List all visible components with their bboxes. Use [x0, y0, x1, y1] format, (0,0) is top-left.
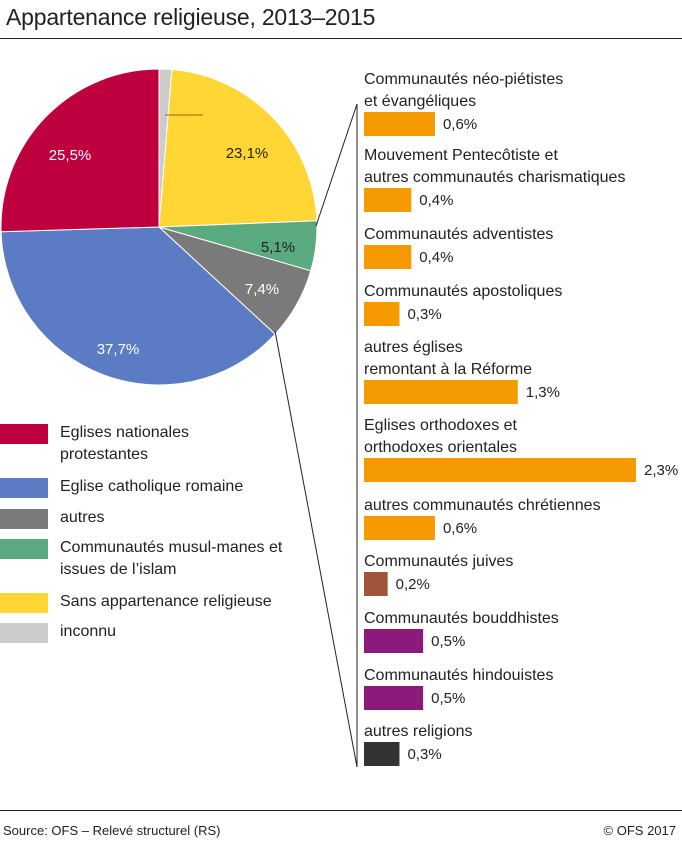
legend-swatch: [0, 424, 48, 444]
bar-category-label: remontant à la Réforme: [364, 361, 532, 378]
bar-value-label: 0,3%: [407, 306, 441, 323]
bar-value-label: 0,6%: [443, 520, 477, 537]
bar-category-label: autres communautés charismatiques: [364, 169, 625, 186]
legend-item-sans: Sans appartenance religieuse: [0, 593, 320, 613]
bar: [364, 629, 424, 653]
pie-slice: [0, 226, 276, 386]
bar: [364, 686, 424, 710]
bar-category-label: Communautés bouddhistes: [364, 610, 559, 627]
legend-label: Sans appartenance religieuse: [60, 593, 272, 610]
pie-slice-label: 5,1%: [261, 239, 295, 256]
pie-slice-label: 23,1%: [226, 145, 269, 162]
bar-category-label: autres églises: [364, 339, 463, 356]
bar-category-label: et évangéliques: [364, 93, 476, 110]
bar-category-label: orthodoxes orientales: [364, 439, 517, 456]
connector-line-bottom: [274, 330, 358, 768]
copyright-note: © OFS 2017: [603, 823, 676, 838]
legend-swatch: [0, 623, 48, 643]
bar: [364, 112, 435, 136]
pie-slice: [158, 68, 318, 228]
connector-line-top: [315, 103, 358, 227]
legend-label: autres: [60, 509, 105, 526]
bar-value-label: 0,2%: [396, 576, 430, 593]
bar: [364, 380, 518, 404]
legend-swatch: [0, 509, 48, 529]
bar: [364, 188, 412, 212]
bar: [364, 572, 388, 596]
legend-item-catholic: Eglise catholique romaine: [0, 478, 320, 498]
bar: [364, 516, 435, 540]
legend-item-autres: autres: [0, 509, 320, 529]
legend-item-inconnu: inconnu: [0, 623, 320, 643]
bar: [364, 245, 412, 269]
bar-value-label: 0,4%: [419, 192, 453, 209]
pie-slice: [0, 68, 160, 233]
legend-label: Communautés musul-manes et issues de l’i…: [60, 539, 283, 578]
bar-value-label: 0,4%: [419, 249, 453, 266]
legend-label: Eglises nationales protestantes: [60, 424, 189, 463]
bar-value-label: 1,3%: [526, 384, 560, 401]
chart-title: Appartenance religieuse, 2013–2015: [6, 4, 376, 30]
bar-value-label: 0,3%: [407, 746, 441, 763]
title-rule: [0, 38, 682, 39]
footer-rule: [0, 810, 682, 811]
bar-value-label: 2,3%: [644, 462, 678, 479]
pie-slice-label: 7,4%: [245, 281, 279, 298]
pie-slice-label: 37,7%: [97, 341, 140, 358]
bar-category-label: Communautés adventistes: [364, 226, 553, 243]
bar-category-label: autres communautés chrétiennes: [364, 497, 601, 514]
bar-category-label: Communautés juives: [364, 553, 513, 570]
bar-category-label: Mouvement Pentecôtiste et: [364, 147, 558, 164]
legend-swatch: [0, 593, 48, 613]
source-note: Source: OFS – Relevé structurel (RS): [3, 823, 221, 838]
pie-slice-label: 25,5%: [49, 147, 92, 164]
bar-value-label: 0,5%: [431, 690, 465, 707]
bar: [364, 458, 636, 482]
bar-category-label: autres religions: [364, 723, 473, 740]
legend-item-protestant: Eglises nationales protestantes: [0, 424, 260, 466]
bar-category-label: Eglises orthodoxes et: [364, 417, 518, 434]
legend-label: inconnu: [60, 623, 117, 640]
bar: [364, 302, 400, 326]
legend-swatch: [0, 539, 48, 559]
bar-category-label: Communautés apostoliques: [364, 283, 562, 300]
bar-value-label: 0,6%: [443, 116, 477, 133]
legend-label: Eglise catholique romaine: [60, 478, 244, 495]
bar: [364, 742, 400, 766]
legend-item-islam: Communautés musul-manes et issues de l’i…: [0, 539, 285, 581]
legend-swatch: [0, 478, 48, 498]
bar-value-label: 0,5%: [431, 633, 465, 650]
bar-category-label: Communautés hindouistes: [364, 667, 553, 684]
bar-category-label: Communautés néo-piétistes: [364, 71, 563, 88]
